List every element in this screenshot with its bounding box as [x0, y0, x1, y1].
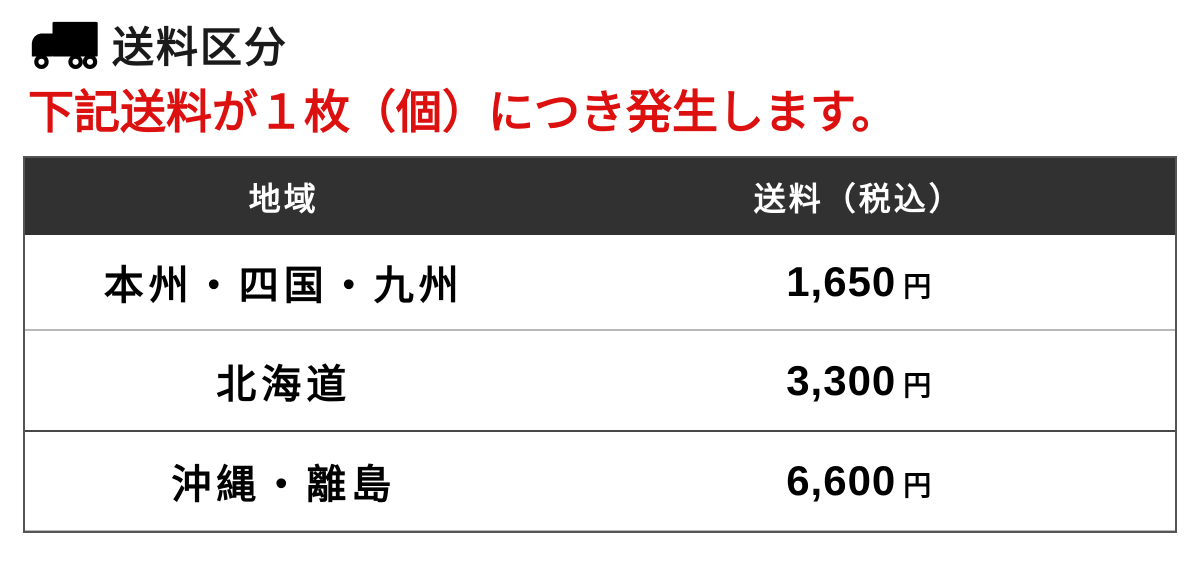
section-header: 送料区分: [30, 14, 288, 75]
fee-price: 3,300 円: [786, 357, 931, 405]
region-cell: 北海道: [216, 362, 352, 407]
region-cell: 沖縄・離島: [171, 463, 397, 507]
fee-unit: 円: [903, 271, 932, 302]
table-row: 沖縄・離島 6,600 円: [25, 432, 1175, 531]
fee-amount: 3,300: [786, 356, 897, 404]
fee-amount: 6,600: [786, 457, 897, 504]
table-row: 北海道 3,300 円: [25, 331, 1175, 432]
fee-price: 1,650 円: [786, 258, 931, 306]
table-row: 本州・四国・九州 1,650 円: [25, 235, 1175, 331]
fee-cell: 6,600 円: [543, 432, 1176, 530]
table-header-row: 地域 送料（税込）: [25, 158, 1175, 235]
page-title: 送料区分: [112, 24, 289, 71]
shipping-notice-text: 下記送料が１枚（個）につき発生します。: [28, 86, 898, 138]
shipping-fee-table: 地域 送料（税込） 本州・四国・九州 1,650 円 北海道 3,300 円 沖縄・…: [23, 156, 1177, 533]
column-header-fee: 送料（税込）: [753, 180, 964, 217]
fee-amount: 1,650: [786, 258, 897, 305]
truck-icon: [30, 20, 100, 70]
fee-unit: 円: [903, 470, 932, 501]
fee-cell: 3,300 円: [543, 331, 1176, 430]
fee-unit: 円: [903, 369, 932, 401]
fee-price: 6,600 円: [786, 457, 931, 505]
fee-cell: 1,650 円: [543, 235, 1176, 329]
column-header-region: 地域: [248, 180, 319, 217]
region-cell: 本州・四国・九州: [103, 264, 464, 308]
